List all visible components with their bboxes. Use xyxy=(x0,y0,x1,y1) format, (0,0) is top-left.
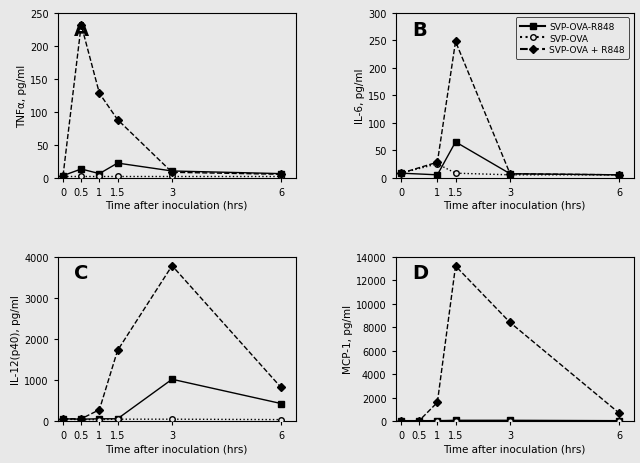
Y-axis label: IL-12(p40), pg/ml: IL-12(p40), pg/ml xyxy=(11,294,21,384)
Text: B: B xyxy=(412,20,427,39)
X-axis label: Time after inoculation (hrs): Time after inoculation (hrs) xyxy=(106,200,248,210)
Y-axis label: IL-6, pg/ml: IL-6, pg/ml xyxy=(355,69,365,124)
X-axis label: Time after inoculation (hrs): Time after inoculation (hrs) xyxy=(444,200,586,210)
Text: C: C xyxy=(74,263,88,282)
X-axis label: Time after inoculation (hrs): Time after inoculation (hrs) xyxy=(444,443,586,453)
X-axis label: Time after inoculation (hrs): Time after inoculation (hrs) xyxy=(106,443,248,453)
Y-axis label: TNFα, pg/ml: TNFα, pg/ml xyxy=(17,64,27,128)
Text: D: D xyxy=(412,263,428,282)
Text: A: A xyxy=(74,20,90,39)
Y-axis label: MCP-1, pg/ml: MCP-1, pg/ml xyxy=(343,305,353,374)
Legend: SVP-OVA-R848, SVP-OVA, SVP-OVA + R848: SVP-OVA-R848, SVP-OVA, SVP-OVA + R848 xyxy=(516,19,629,60)
